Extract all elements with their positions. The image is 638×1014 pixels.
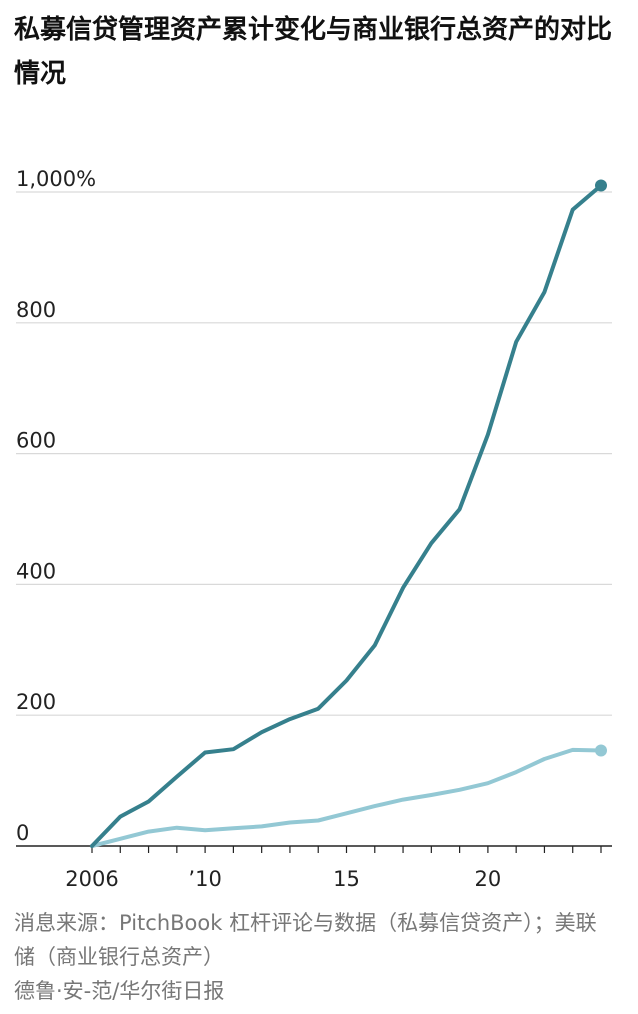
chart-credit: 德鲁·安-范/华尔街日报 xyxy=(14,979,225,1003)
series-end-dot-bank-assets xyxy=(595,744,607,757)
y-tick-label: 600 xyxy=(16,429,56,453)
series-end-dot-private-credit xyxy=(595,179,607,192)
x-tick-label: ’10 xyxy=(188,867,221,891)
source-note: 消息来源：PitchBook 杠杆评论与数据（私募信贷资产）；美联储（商业银行总… xyxy=(14,911,597,969)
series-end-points xyxy=(595,179,607,757)
y-tick-label: 800 xyxy=(16,298,56,322)
x-tick-label: 20 xyxy=(475,867,502,891)
line-chart: 1,000% 800 600 400 200 0 2006 ’10 15 20 xyxy=(16,167,612,891)
series-line-private-credit xyxy=(90,183,603,848)
gridlines xyxy=(16,191,612,716)
y-tick-label: 400 xyxy=(16,559,56,583)
x-tick-label: 2006 xyxy=(65,867,118,891)
y-axis-ticks: 1,000% 800 600 400 200 0 xyxy=(16,167,96,845)
x-tick-label: 15 xyxy=(333,867,360,891)
y-tick-label: 1,000% xyxy=(16,167,96,191)
series-lines xyxy=(90,183,603,848)
y-tick-label: 200 xyxy=(16,690,56,714)
x-axis: 2006 ’10 15 20 xyxy=(16,845,612,891)
y-tick-label: 0 xyxy=(16,821,29,845)
chart-title: 私募信贷管理资产累计变化与商业银行总资产的对比情况 xyxy=(14,15,613,89)
series-line-bank-assets xyxy=(90,747,603,848)
